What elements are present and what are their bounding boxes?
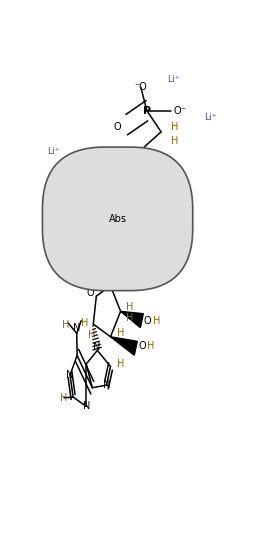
Polygon shape — [121, 311, 143, 328]
Text: H: H — [88, 329, 95, 339]
Text: Li⁺: Li⁺ — [172, 224, 185, 233]
Text: O: O — [124, 187, 132, 197]
Text: H: H — [116, 359, 124, 369]
Text: O⁻: O⁻ — [174, 106, 187, 116]
Text: H: H — [170, 136, 178, 146]
Text: H: H — [105, 268, 112, 278]
Text: H: H — [60, 393, 68, 403]
Text: O: O — [88, 220, 96, 230]
Text: P: P — [143, 106, 151, 116]
Text: ⁻O: ⁻O — [87, 150, 100, 160]
Text: H: H — [101, 257, 108, 267]
Text: Abs: Abs — [109, 214, 127, 224]
Text: O: O — [86, 288, 94, 298]
Text: O: O — [124, 242, 132, 252]
Text: O: O — [138, 341, 146, 351]
Text: Li⁺: Li⁺ — [167, 75, 179, 84]
Text: Li⁺: Li⁺ — [47, 147, 59, 156]
Text: Li⁺: Li⁺ — [204, 114, 217, 122]
Text: H: H — [80, 318, 88, 328]
Text: P: P — [129, 152, 137, 163]
Text: H: H — [126, 302, 133, 312]
Text: H: H — [153, 316, 160, 326]
Text: N: N — [82, 401, 90, 412]
Text: N: N — [73, 323, 80, 333]
Text: H: H — [147, 341, 155, 351]
Text: O: O — [154, 170, 161, 180]
Text: H: H — [170, 122, 178, 132]
Text: H: H — [62, 320, 70, 330]
Text: O⁻: O⁻ — [150, 214, 162, 224]
Text: N: N — [103, 380, 110, 390]
Polygon shape — [110, 337, 137, 355]
Text: N: N — [93, 342, 100, 352]
Text: N: N — [66, 370, 74, 380]
Text: O: O — [144, 316, 151, 326]
Text: ⁻O: ⁻O — [134, 82, 147, 93]
Text: H: H — [116, 327, 124, 338]
FancyBboxPatch shape — [43, 147, 193, 290]
Text: H: H — [98, 278, 105, 288]
Text: O: O — [114, 122, 121, 132]
Text: H: H — [126, 313, 133, 323]
